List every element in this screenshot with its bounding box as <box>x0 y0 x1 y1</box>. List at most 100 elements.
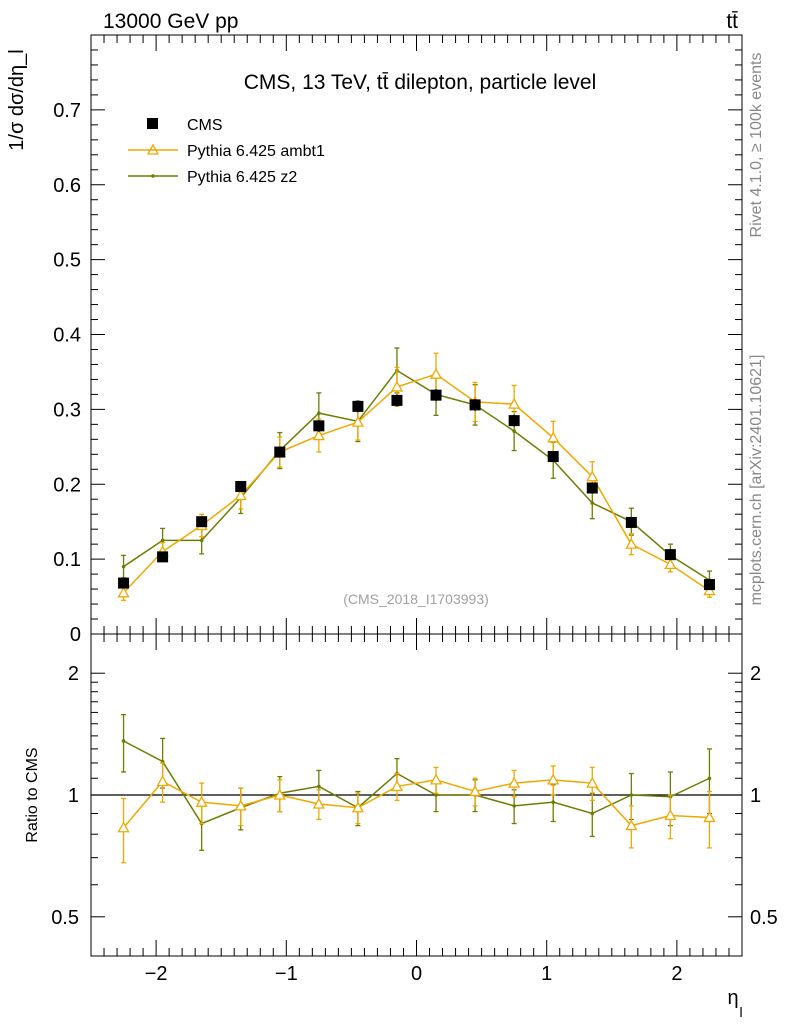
ambt1-ratio-point <box>547 773 560 785</box>
chart-title: CMS, 13 TeV, tt̄ dilepton, particle leve… <box>244 71 597 94</box>
ambt1-point <box>117 586 130 598</box>
cms-point <box>235 480 247 492</box>
ambt1-point <box>390 380 404 392</box>
z2-ratio-point <box>121 739 126 743</box>
ambt1-point <box>547 431 560 443</box>
main-axis-ticks <box>90 34 743 635</box>
z2-ratio-point <box>590 811 595 816</box>
legend-ambt1-marker <box>146 143 160 155</box>
ratio-plot-area <box>91 713 742 864</box>
ambt1-ratio-line <box>122 779 710 829</box>
ambt1-ratio-point <box>429 773 443 785</box>
ambt1-ratio-point <box>156 775 169 787</box>
ambt1-point <box>351 415 365 427</box>
z2-point <box>512 429 516 433</box>
ambt1-ratio-point <box>195 795 208 807</box>
x-tick-label: 1 <box>541 963 552 985</box>
cms-point <box>118 577 130 589</box>
y-axis-title: 1/σ dσ/dη_l <box>6 49 28 150</box>
legend-ambt1: Pythia 6.425 ambt1 <box>128 143 325 160</box>
legend-ambt1-label: Pythia 6.425 ambt1 <box>187 143 325 160</box>
cms-point <box>313 420 325 432</box>
cms-point <box>430 389 442 401</box>
cms-point <box>196 516 208 528</box>
ratio-tick-label-right: 1 <box>750 785 761 807</box>
cms-point <box>664 549 676 561</box>
cms-point <box>586 482 598 494</box>
legend-z2-marker <box>151 174 155 178</box>
ambt1-line <box>123 373 710 594</box>
mcplots-label: mcplots.cern.ch [arXiv:2401.10621] <box>748 355 765 606</box>
z2-ratio-point <box>629 793 634 797</box>
ambt1-point <box>586 470 599 482</box>
legend: CMS Pythia 6.425 ambt1 Pythia 6.425 z2 <box>128 117 325 186</box>
x-tick-label: 2 <box>671 963 682 985</box>
ambt1-ratio-point <box>625 819 638 831</box>
header-right: tt̄ <box>726 10 738 33</box>
cms-point <box>508 415 520 427</box>
ambt1-point <box>508 397 521 409</box>
z2-ratio-line <box>123 740 710 825</box>
x-tick-label: −1 <box>275 963 298 985</box>
ambt1-ratio-point <box>468 785 482 797</box>
z2-point <box>317 411 321 415</box>
main-y-tick-labels: 0 0.1 0.2 0.3 0.4 0.5 0.6 0.7 <box>53 100 81 646</box>
ambt1-point <box>312 429 325 441</box>
z2-ratio-point <box>551 800 556 804</box>
ambt1-point <box>234 489 247 501</box>
y-tick-label: 0.1 <box>53 549 81 571</box>
ambt1-point <box>664 558 677 570</box>
ambt1-ratio-point <box>273 788 286 800</box>
y-axis-label: 1/σ dσ/dη_l <box>6 49 28 150</box>
watermark: (CMS_2018_I1703993) <box>343 591 489 607</box>
ratio-y-tick-labels: 0.5 0.5 1 1 2 2 <box>51 663 778 929</box>
x-axis-label: η <box>727 987 738 1009</box>
z2-ratio-point <box>707 776 712 781</box>
y-tick-label: 0.5 <box>53 250 81 272</box>
main-plot-area <box>117 347 716 601</box>
ambt1-ratio-point <box>664 809 677 821</box>
y-tick-label: 0.2 <box>53 474 81 496</box>
z2-point <box>160 538 165 543</box>
ambt1-ratio-point <box>390 780 404 792</box>
ratio-tick-label-left: 0.5 <box>51 907 79 929</box>
cms-point <box>274 446 286 458</box>
z2-ratio-point <box>434 793 438 797</box>
z2-ratio-point <box>512 804 516 808</box>
ratio-tick-label-left: 2 <box>68 663 79 685</box>
y-tick-label: 0.3 <box>53 399 81 421</box>
x-axis-label-sub: l <box>739 1004 742 1020</box>
ambt1-point <box>429 367 443 379</box>
legend-cms-marker <box>147 118 158 129</box>
y-tick-label: 0.6 <box>53 175 81 197</box>
cms-point <box>157 551 169 563</box>
legend-z2: Pythia 6.425 z2 <box>128 169 297 186</box>
ambt1-ratio-point <box>312 797 325 809</box>
y-tick-label: 0.7 <box>53 100 81 122</box>
y-tick-label: 0.4 <box>53 325 81 347</box>
z2-point <box>590 501 595 505</box>
z2-ratio-point <box>317 784 321 789</box>
cms-point <box>391 394 403 406</box>
ambt1-point <box>625 537 638 549</box>
z2-line <box>123 369 710 581</box>
header-left: 13000 GeV pp <box>103 10 238 33</box>
ambt1-ratio-point <box>234 799 247 811</box>
x-tick-labels: −2 −1 0 1 2 <box>145 963 683 985</box>
z2-point <box>199 538 204 543</box>
y-tick-label: 0 <box>70 624 81 646</box>
cms-point <box>547 451 559 463</box>
ratio-tick-label-left: 1 <box>68 785 79 807</box>
x-tick-label: −2 <box>145 963 168 985</box>
ambt1-ratio-point <box>508 776 521 788</box>
x-tick-label: 0 <box>411 963 422 985</box>
legend-cms: CMS <box>147 117 223 134</box>
ambt1-ratio-point <box>117 821 130 833</box>
cms-point <box>703 579 715 591</box>
ambt1-ratio-point <box>586 776 599 788</box>
ratio-tick-label-right: 0.5 <box>750 907 778 929</box>
z2-point <box>121 564 126 569</box>
rivet-label: Rivet 4.1.0, ≥ 100k events <box>748 53 765 238</box>
ambt1-ratio-point <box>351 801 365 813</box>
